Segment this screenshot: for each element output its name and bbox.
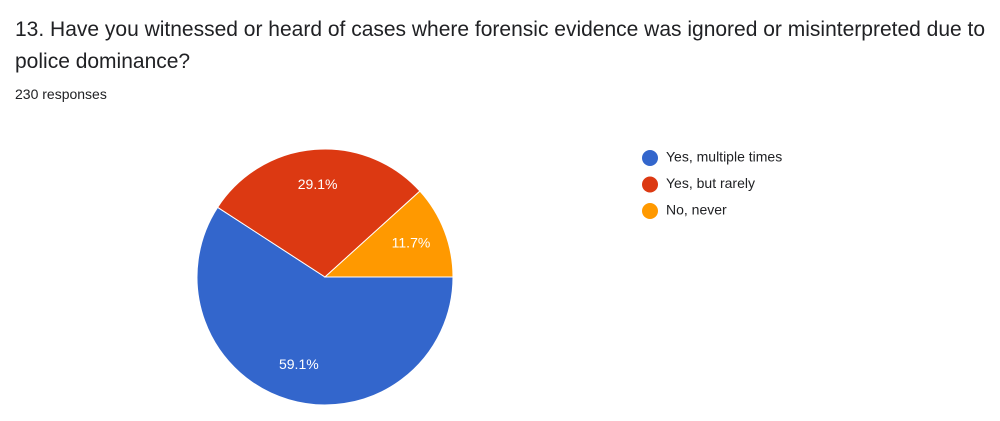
legend-label: Yes, but rarely <box>666 175 755 191</box>
legend-marker <box>642 176 658 193</box>
legend-label: Yes, multiple times <box>666 149 782 165</box>
chart-title: 13. Have you witnessed or heard of cases… <box>15 18 986 73</box>
pie-slice <box>216 148 421 278</box>
legend-marker <box>642 203 658 219</box>
pie-slice <box>323 190 454 278</box>
data-label: 59.1% <box>279 356 319 372</box>
pie-slice <box>196 206 454 406</box>
data-label: 29.1% <box>298 176 338 192</box>
data-label: 11.7% <box>392 235 431 251</box>
chart-subtitle: 230 responses <box>15 86 107 102</box>
legend-label: No, never <box>666 202 727 218</box>
legend-marker <box>642 150 658 166</box>
